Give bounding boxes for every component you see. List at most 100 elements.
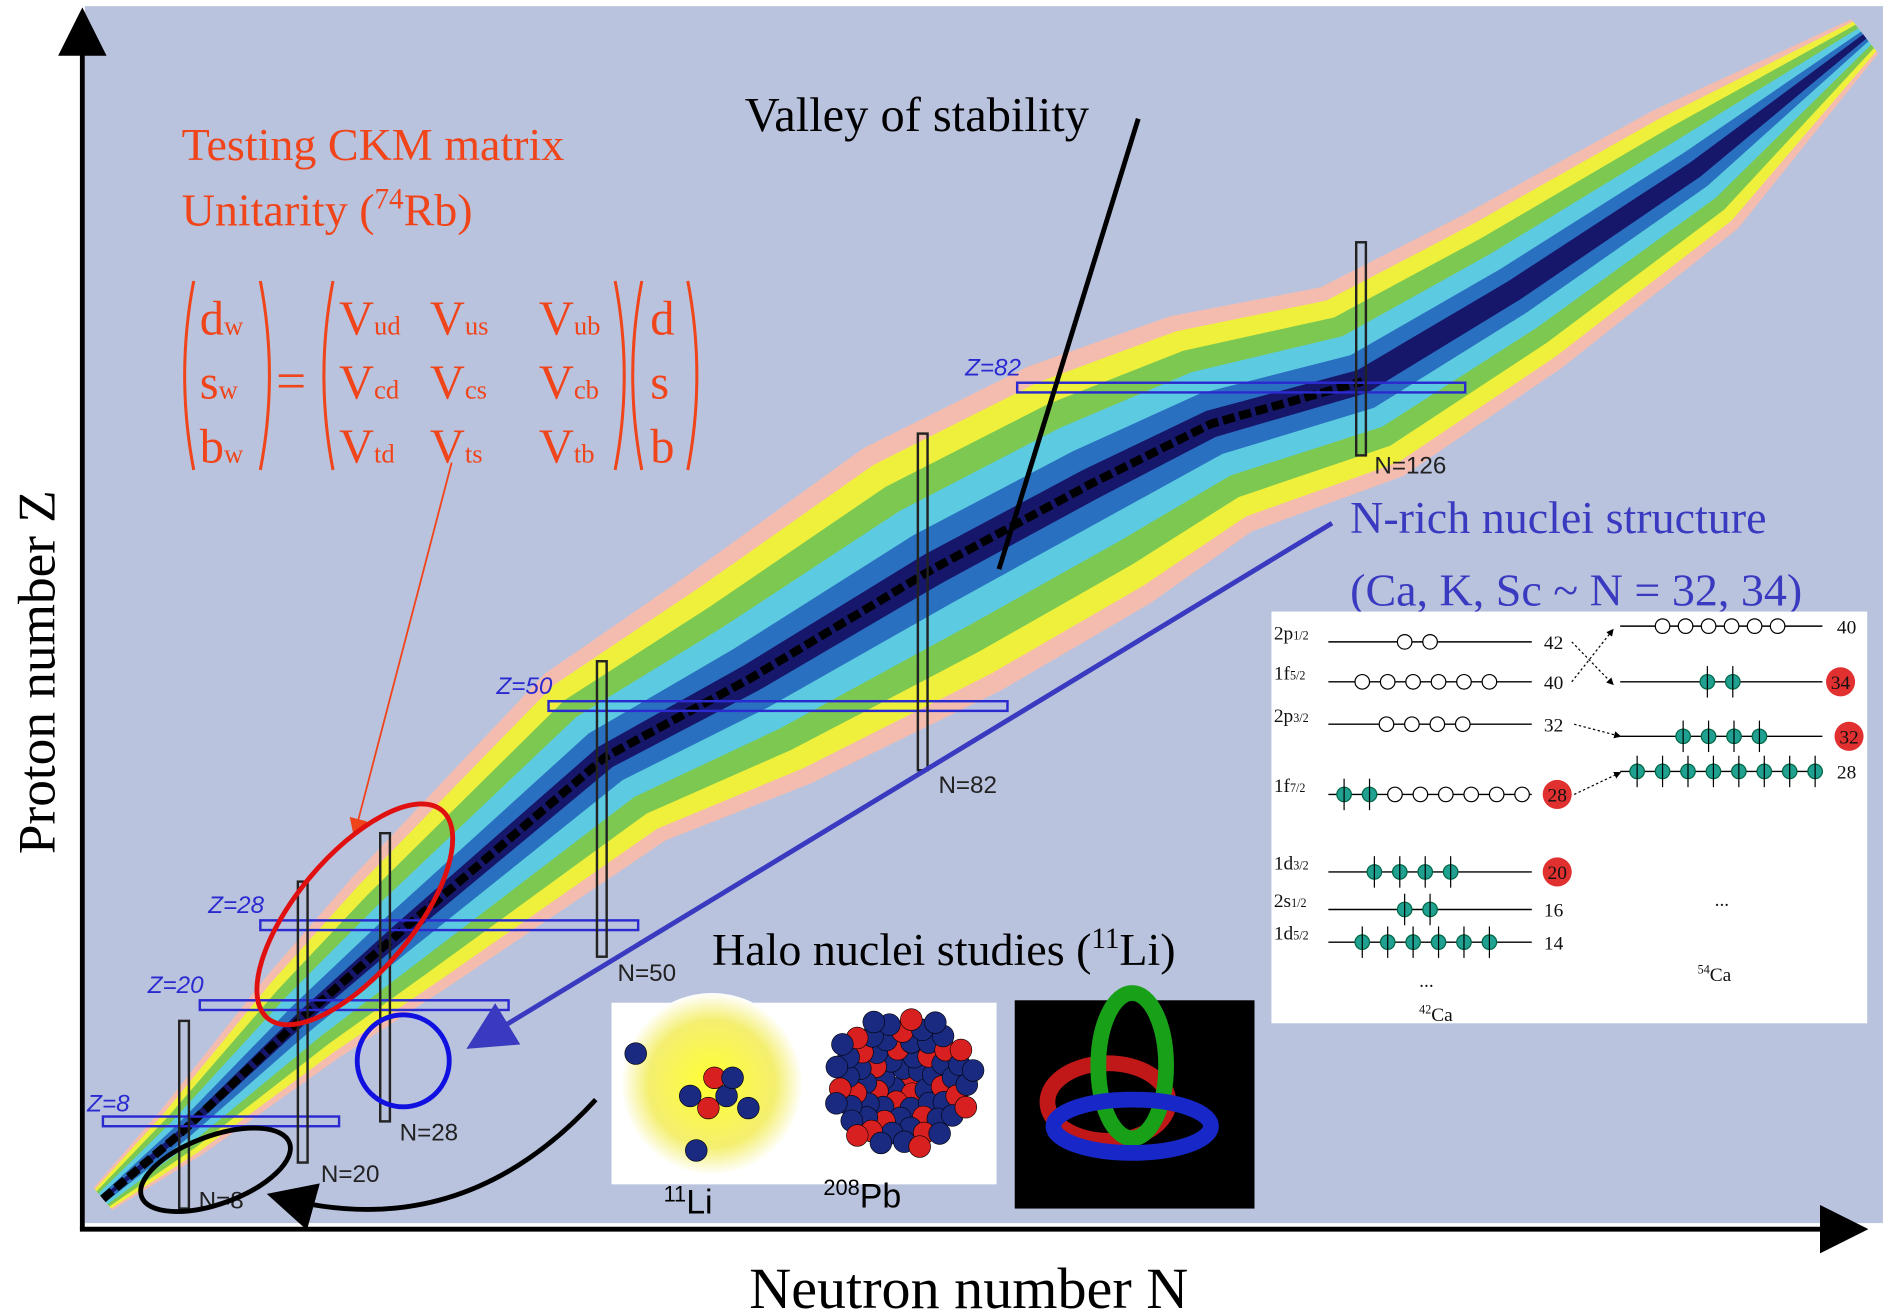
subscript: 7/2 [1290,781,1305,795]
nuclide-chart: Z=8 Z=20 Z=28 Z=50 Z=82 N=8 N=20 N=28 N=… [0,0,1889,1314]
text: V [430,292,465,345]
superscript: 54 [1698,963,1710,977]
empty-state [1397,635,1412,650]
y-axis-label: Proton number Z [7,490,66,854]
text: Halo nuclei studies ( [712,924,1091,975]
subscript: w [224,439,244,469]
empty-state [1388,787,1403,802]
level-number: 34 [1831,673,1851,694]
matrix-entry: b [650,421,674,474]
empty-state [1380,675,1395,690]
subscript: 3/2 [1293,859,1308,873]
subscript: ts [465,439,483,469]
nucleon [737,1097,759,1119]
subscript: ub [574,310,601,340]
empty-state [1747,619,1762,634]
empty-state [1464,787,1479,802]
text: Ca [1431,1005,1453,1026]
empty-state [1489,787,1504,802]
level-number: 32 [1544,715,1563,736]
text: Ca [1710,965,1732,986]
text: 1f [1274,663,1291,684]
borromean-picture [1015,993,1255,1209]
z-label: Z=82 [964,354,1021,381]
nucleon [832,1033,854,1055]
subscript: 3/2 [1293,711,1308,725]
text: Rb) [404,184,473,235]
empty-state [1413,787,1428,802]
ellipsis: ... [1419,971,1434,992]
nucleon [955,1096,977,1118]
subscript: 1/2 [1291,896,1306,910]
subscript: cb [574,374,599,404]
ckm-subtitle: Unitarity (74Rb) [182,183,473,235]
nucleon [924,1012,946,1034]
text: 1d [1274,854,1294,875]
text: s [200,356,219,409]
z-label: Z=20 [147,972,204,999]
text: Unitarity ( [182,184,375,235]
ellipsis: ... [1715,890,1730,911]
text: 1d [1274,924,1294,945]
text: V [430,356,465,409]
subscript: 1/2 [1293,628,1308,642]
z-label: Z=8 [86,1091,130,1118]
text: Pb [860,1177,901,1215]
nucleon [870,1132,892,1154]
text: V [430,421,465,474]
empty-state [1423,635,1438,650]
level-number: 14 [1544,933,1564,954]
matrix-entry: d [650,292,674,345]
empty-state [1455,717,1470,732]
empty-state [1430,717,1445,732]
superscript: 208 [823,1175,859,1200]
nucleon [950,1039,972,1061]
nucleon [679,1085,701,1107]
nucleon [722,1067,744,1089]
empty-state [1655,619,1670,634]
subscript: cd [374,374,399,404]
level-number: 42 [1544,633,1563,654]
empty-state [1515,787,1530,802]
subscript: 5/2 [1293,929,1308,943]
nucleon [900,1009,922,1031]
empty-state [1701,619,1716,634]
level-number: 28 [1548,786,1567,807]
text: 1f [1274,776,1291,797]
superscript: 11 [1091,923,1119,955]
nucleon [697,1097,719,1119]
level-number: 16 [1544,901,1564,922]
superscript: 42 [1419,1003,1431,1017]
empty-state [1355,675,1370,690]
subscript: td [374,439,395,469]
empty-state [1770,619,1785,634]
text: V [339,356,374,409]
subscript: tb [574,439,595,469]
n-label: N=20 [321,1161,380,1188]
empty-state [1406,675,1421,690]
empty-state [1724,619,1739,634]
empty-state [1439,787,1454,802]
nucleon [962,1060,984,1082]
empty-state [1457,675,1472,690]
nucleon [929,1123,951,1145]
empty-state [1379,717,1394,732]
n-rich-subtitle: (Ca, K, Sc ~ N = 32, 34) [1350,565,1802,616]
text: 2p [1274,623,1293,644]
shell-panel [1271,612,1867,1024]
subscript: w [219,374,239,404]
n-label: N=82 [938,772,997,799]
valley-label: Valley of stability [745,89,1090,142]
nucleon [863,1011,885,1033]
level-number: 40 [1837,617,1856,638]
superscript: 11 [664,1181,687,1206]
level-number: 32 [1839,728,1858,749]
level-number: 20 [1548,863,1567,884]
level-number: 40 [1544,673,1563,694]
nucleon [846,1125,868,1147]
subscript: cs [465,374,487,404]
text: V [339,292,374,345]
text: Li) [1119,924,1175,975]
empty-state [1431,675,1446,690]
text: 2s [1274,891,1291,912]
